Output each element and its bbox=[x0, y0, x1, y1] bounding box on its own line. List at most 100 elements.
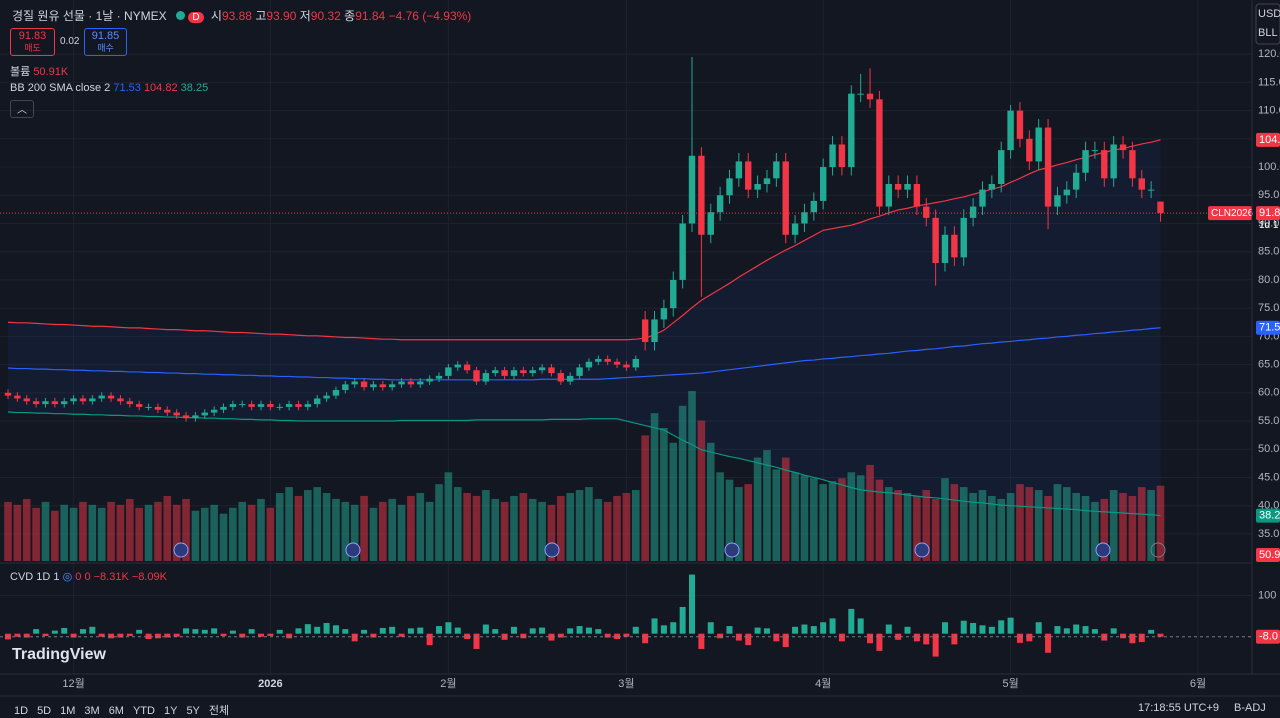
unit: BLL bbox=[1258, 27, 1278, 39]
volume-bar bbox=[931, 498, 940, 561]
volume-bar bbox=[285, 487, 293, 561]
candle-body bbox=[829, 144, 836, 168]
y-tick-label: 45.0 bbox=[1258, 471, 1279, 483]
candle-body bbox=[773, 161, 780, 179]
volume-bar bbox=[369, 507, 378, 561]
y-tick-label: 50.0 bbox=[1258, 443, 1279, 455]
volume-bar bbox=[1091, 501, 1099, 561]
volume-bar bbox=[566, 493, 574, 561]
candle-body bbox=[482, 373, 490, 382]
candle-body bbox=[866, 93, 874, 100]
x-tick-label: 3월 bbox=[618, 677, 634, 690]
cvd-bar bbox=[436, 626, 443, 634]
volume-bar bbox=[922, 490, 931, 561]
volume-bar bbox=[1109, 490, 1118, 561]
volume-bar bbox=[969, 493, 977, 561]
cvd-bar bbox=[1129, 633, 1136, 644]
volume-bar bbox=[116, 504, 125, 561]
volume-bar bbox=[69, 507, 78, 561]
status-dot bbox=[175, 11, 185, 20]
cvd-bar bbox=[108, 633, 115, 639]
event-icon bbox=[724, 542, 740, 558]
volume-bar bbox=[247, 504, 256, 561]
candle-body bbox=[1026, 138, 1033, 162]
range-button[interactable]: 1Y bbox=[163, 705, 178, 717]
cvd-bar bbox=[717, 633, 724, 639]
ohlc: 90.32 bbox=[310, 9, 341, 23]
event-icons bbox=[173, 542, 1111, 558]
candle-body bbox=[876, 99, 883, 207]
buy-button[interactable]: 91.85 매수 bbox=[84, 28, 127, 56]
ohlc: 93.90 bbox=[266, 9, 297, 23]
candle-body bbox=[548, 367, 555, 374]
cvd-bar bbox=[126, 633, 133, 636]
cvd-bar bbox=[923, 633, 930, 645]
cvd-bar bbox=[1138, 633, 1145, 643]
candle-body bbox=[613, 361, 621, 365]
candle-body bbox=[969, 206, 977, 218]
range-button[interactable]: 1D bbox=[14, 705, 29, 717]
candle-body bbox=[1016, 110, 1024, 139]
volume-value: 50.91K bbox=[33, 66, 69, 78]
cvd-bar bbox=[773, 633, 780, 642]
candle-body bbox=[435, 375, 443, 379]
bb-basis: 71.53 bbox=[113, 82, 141, 94]
cvd-bar bbox=[482, 624, 489, 634]
collapse-button[interactable]: ︿ bbox=[10, 100, 34, 118]
range-button[interactable]: 5D bbox=[37, 705, 52, 717]
volume-bar bbox=[547, 504, 556, 561]
cvd-bar bbox=[248, 629, 255, 634]
candle-body bbox=[388, 384, 396, 388]
volume-bar bbox=[678, 405, 687, 561]
volume-bar bbox=[4, 501, 12, 561]
volume-bar bbox=[988, 495, 996, 561]
symbol-tag: CLN2026 bbox=[1211, 208, 1254, 219]
cvd-bar bbox=[1120, 633, 1127, 639]
cvd-bar bbox=[604, 633, 611, 638]
candle-body bbox=[42, 401, 49, 405]
cvd-bar bbox=[201, 629, 208, 634]
cvd-bar bbox=[473, 633, 480, 649]
sell-button[interactable]: 91.83 매도 bbox=[10, 28, 55, 56]
volume-bar bbox=[463, 493, 471, 561]
candle-body bbox=[810, 200, 818, 213]
volume-bar bbox=[238, 501, 247, 561]
candle-body bbox=[351, 381, 358, 385]
range-button[interactable]: 5Y bbox=[186, 705, 200, 717]
cvd-bar bbox=[79, 629, 86, 634]
volume-bar bbox=[1006, 493, 1015, 561]
range-button[interactable]: 3M bbox=[84, 705, 100, 717]
volume-bar bbox=[697, 420, 706, 561]
volume-bar bbox=[575, 490, 584, 561]
adjustment[interactable]: B-ADJ bbox=[1234, 702, 1266, 714]
cvd-bar bbox=[623, 633, 630, 637]
range-button[interactable]: 1M bbox=[60, 705, 76, 717]
cvd-bar bbox=[267, 633, 274, 636]
candle-body bbox=[501, 370, 508, 376]
volume-bar bbox=[1053, 484, 1062, 561]
volume-bar bbox=[1147, 490, 1155, 561]
cvd-bar bbox=[810, 626, 817, 634]
candle-body bbox=[98, 395, 105, 399]
legend-title: 경질 원유 선물 · 1날 · NYMEX D 시93.88 고93.90 저9… bbox=[12, 7, 471, 24]
y-tick-label: 60.0 bbox=[1258, 387, 1279, 399]
o-label: 시 bbox=[210, 9, 222, 23]
volume-bar bbox=[126, 498, 134, 561]
volume-bar bbox=[425, 501, 434, 561]
volume-bar bbox=[22, 498, 31, 561]
volume-bar bbox=[304, 490, 312, 561]
cvd-bar bbox=[239, 633, 246, 638]
candle-body bbox=[604, 358, 611, 362]
candle-body bbox=[323, 395, 330, 399]
range-button[interactable]: 전체 bbox=[208, 705, 230, 717]
y-tick-label: 65.0 bbox=[1258, 358, 1279, 370]
y-tick-label: 115.0 bbox=[1258, 76, 1280, 88]
volume-bar bbox=[41, 501, 50, 561]
candle-body bbox=[951, 234, 958, 258]
candle-body bbox=[492, 370, 499, 374]
event-icon bbox=[345, 542, 361, 558]
range-button[interactable]: YTD bbox=[132, 705, 155, 717]
volume-bar bbox=[772, 469, 781, 561]
range-button[interactable]: 6M bbox=[108, 705, 124, 717]
unit-box bbox=[1255, 3, 1280, 45]
